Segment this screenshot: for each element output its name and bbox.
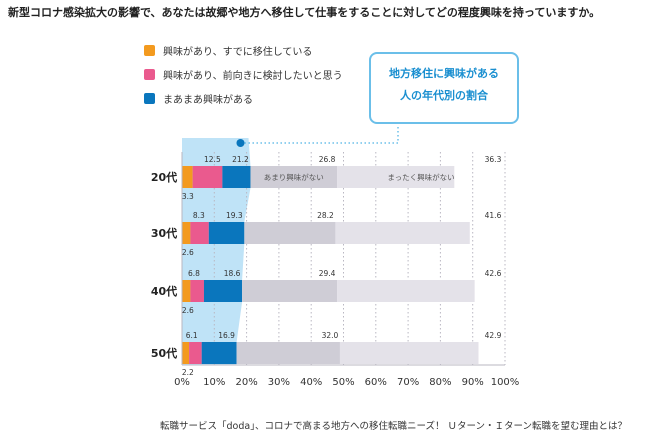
- x-tick-label: 20%: [235, 377, 257, 388]
- legend-label-moved: 興味があり、すでに移住している: [163, 46, 313, 58]
- x-tick-label: 100%: [491, 377, 520, 388]
- data-label: 3.3: [182, 192, 194, 201]
- bar-segment: [201, 342, 237, 364]
- bar-segment: [182, 280, 191, 302]
- data-label: 29.4: [319, 269, 336, 278]
- bar-segment: [182, 342, 190, 364]
- source-caption: 転職サービス「doda」、コロナで高まる地方への移住転職ニーズ！ Ｕターン・Ｉタ…: [160, 421, 628, 432]
- category-label: 20代: [151, 170, 177, 184]
- data-label: 2.6: [182, 248, 194, 257]
- bar-segment: [222, 166, 251, 188]
- legend-item-considering: 興味があり、前向きに検討したいと思う: [144, 67, 343, 82]
- callout-line-1: 地方移住に興味がある: [389, 67, 499, 80]
- x-tick-label: 0%: [174, 377, 190, 388]
- legend-swatch-somewhat: [144, 92, 155, 104]
- highlight-band: [182, 138, 251, 365]
- bar-segment: [208, 222, 245, 244]
- data-label: 6.8: [188, 269, 200, 278]
- bar-segment: [242, 280, 338, 302]
- x-tick-label: 40%: [300, 377, 322, 388]
- category-label: 40代: [151, 284, 177, 298]
- in-bar-label: あまり興味がない: [264, 172, 324, 182]
- data-label: 32.0: [322, 331, 339, 340]
- data-label: 26.8: [319, 155, 336, 164]
- data-label: 36.3: [485, 155, 502, 164]
- bar-segment: [339, 342, 479, 364]
- data-label: 42.9: [485, 331, 502, 340]
- data-label: 12.5: [204, 155, 221, 164]
- x-tick-label: 30%: [268, 377, 290, 388]
- bar-segment: [244, 222, 336, 244]
- bar-segment: [192, 166, 223, 188]
- data-label: 8.3: [193, 211, 205, 220]
- x-tick-label: 70%: [397, 377, 419, 388]
- category-label: 50代: [151, 346, 177, 360]
- bar-segment: [337, 166, 455, 188]
- legend-item-moved: 興味があり、すでに移住している: [144, 43, 313, 58]
- bar-segment: [203, 280, 243, 302]
- bar-segment: [182, 166, 193, 188]
- data-label: 2.6: [182, 306, 194, 315]
- bar-segment: [189, 342, 202, 364]
- data-label: 28.2: [317, 211, 334, 220]
- chart-title: 新型コロナ感染拡大の影響で、あなたは故郷や地方へ移住して仕事をすることに対してど…: [8, 6, 601, 19]
- bar-segment: [182, 222, 191, 244]
- data-label: 19.3: [226, 211, 243, 220]
- bar-segment: [250, 166, 338, 188]
- legend-item-somewhat: まあまあ興味がある: [144, 91, 253, 106]
- x-tick-label: 10%: [203, 377, 225, 388]
- callout-line-2: 人の年代別の割合: [400, 89, 488, 102]
- bar-segment: [337, 280, 475, 302]
- callout-dot: [236, 139, 245, 147]
- data-label: 42.6: [485, 269, 502, 278]
- callout-connector: [240, 126, 399, 144]
- data-label: 18.6: [224, 269, 241, 278]
- category-label: 30代: [151, 226, 177, 240]
- bar-segment: [190, 280, 204, 302]
- x-tick-label: 60%: [365, 377, 387, 388]
- bar-segment: [335, 222, 470, 244]
- bar-segment: [236, 342, 340, 364]
- legend-label-considering: 興味があり、前向きに検討したいと思う: [163, 70, 343, 82]
- data-label: 16.9: [218, 331, 235, 340]
- x-tick-label: 50%: [332, 377, 354, 388]
- legend-swatch-considering: [144, 68, 155, 80]
- data-label: 6.1: [186, 331, 198, 340]
- x-tick-label: 80%: [429, 377, 451, 388]
- in-bar-label: まったく興味がない: [387, 172, 454, 182]
- legend-label-somewhat: まあまあ興味がある: [163, 94, 253, 106]
- x-tick-label: 90%: [462, 377, 484, 388]
- data-label: 21.2: [232, 155, 249, 164]
- data-label: 2.2: [182, 368, 194, 377]
- data-label: 41.6: [485, 211, 502, 220]
- callout-box: 地方移住に興味がある 人の年代別の割合: [369, 52, 519, 124]
- bar-segment: [190, 222, 209, 244]
- legend-swatch-moved: [144, 44, 155, 56]
